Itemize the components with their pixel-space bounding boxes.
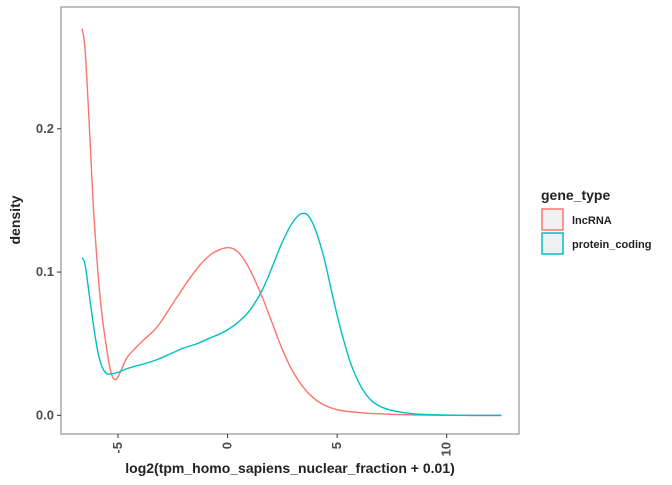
series-line-lncRNA bbox=[81, 28, 502, 417]
y-axis: 0.0 0.1 0.2 bbox=[36, 121, 61, 422]
x-axis-title: log2(tpm_homo_sapiens_nuclear_fraction +… bbox=[125, 460, 455, 476]
legend-key-protein_coding bbox=[541, 232, 564, 255]
plot-panel bbox=[60, 6, 520, 435]
legend-label: protein_coding bbox=[572, 239, 651, 251]
y-tick-label: 0.2 bbox=[36, 121, 54, 136]
x-axis: -5 0 5 10 bbox=[110, 434, 454, 456]
legend-key-lncRNA bbox=[541, 208, 564, 231]
series-line-protein_coding bbox=[81, 212, 502, 417]
y-axis-title: density bbox=[7, 195, 23, 244]
series-layer bbox=[81, 28, 502, 417]
legend-label: lncRNA bbox=[572, 215, 612, 227]
y-tick-label: 0.1 bbox=[36, 264, 54, 279]
x-tick-label: 5 bbox=[329, 442, 344, 449]
x-tick-label: -5 bbox=[110, 442, 125, 454]
x-tick-label: 0 bbox=[220, 442, 235, 449]
legend-title: gene_type bbox=[541, 187, 610, 203]
legend: gene_type lncRNA protein_coding bbox=[541, 187, 651, 255]
x-tick-label: 10 bbox=[439, 442, 454, 456]
y-tick-label: 0.0 bbox=[36, 407, 54, 422]
